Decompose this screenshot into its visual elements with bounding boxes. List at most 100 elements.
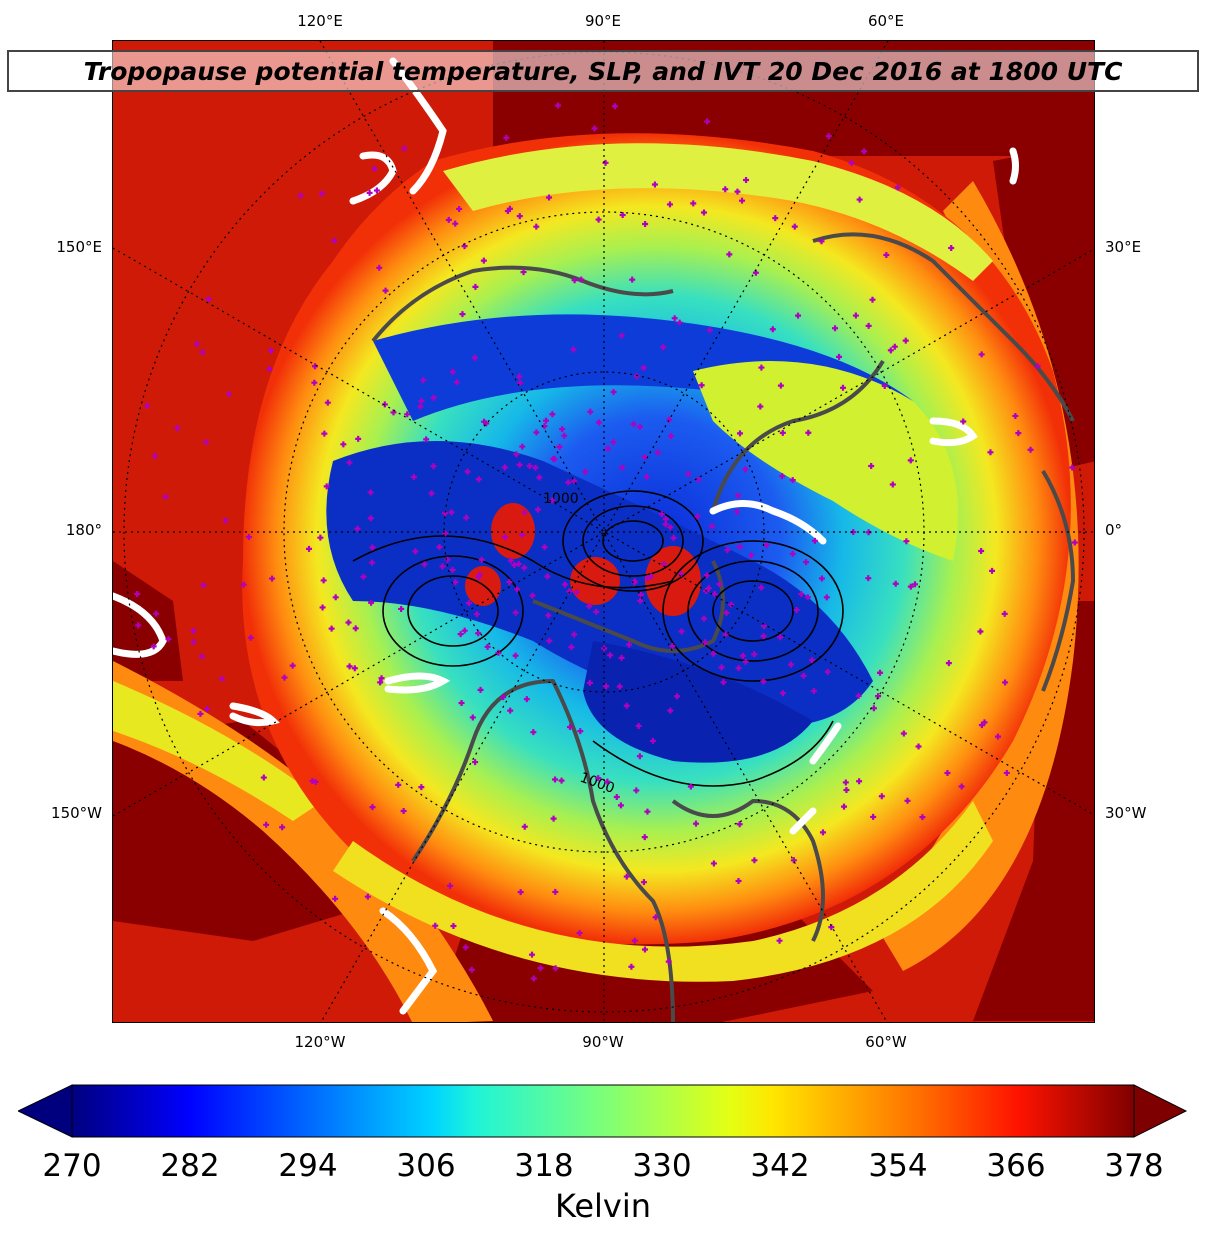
station-marker [150, 643, 157, 650]
station-marker [733, 508, 740, 515]
station-marker [865, 322, 872, 329]
station-marker [907, 457, 914, 464]
station-marker [577, 728, 584, 735]
station-marker [728, 601, 735, 608]
station-marker [550, 815, 557, 822]
station-marker [994, 733, 1001, 740]
station-marker [758, 364, 765, 371]
station-marker [578, 276, 585, 283]
station-marker [571, 631, 578, 638]
map-title: Tropopause potential temperature, SLP, a… [83, 56, 1123, 86]
station-marker [716, 581, 723, 588]
station-marker [355, 435, 362, 442]
station-marker [669, 643, 676, 650]
station-marker [533, 223, 540, 230]
station-marker [418, 398, 425, 405]
station-marker [710, 650, 717, 657]
station-marker [633, 787, 640, 794]
station-marker [751, 857, 758, 864]
station-marker [297, 192, 304, 199]
station-marker [870, 705, 877, 712]
station-marker [568, 644, 575, 651]
colorbar-tick-label: 306 [396, 1148, 456, 1184]
station-marker [245, 534, 252, 541]
station-marker [475, 630, 482, 637]
station-marker [789, 550, 796, 557]
station-marker [368, 599, 375, 606]
map-panel: 1000 1000 [112, 40, 1095, 1023]
station-marker [720, 679, 727, 686]
tick-right-2: 0° [1105, 521, 1123, 539]
station-marker [887, 347, 894, 354]
station-marker [545, 612, 552, 619]
station-marker [281, 674, 288, 681]
station-marker [891, 343, 898, 350]
station-marker [430, 394, 437, 401]
station-marker [772, 215, 779, 222]
station-marker [739, 652, 746, 659]
station-marker [825, 133, 832, 140]
station-marker [263, 821, 270, 828]
station-marker [1001, 610, 1008, 617]
station-marker [559, 426, 566, 433]
station-marker [904, 797, 911, 804]
station-marker [311, 379, 318, 386]
station-marker [665, 958, 672, 965]
station-marker [718, 664, 725, 671]
station-marker [865, 575, 872, 582]
station-marker [484, 643, 491, 650]
warm-blob-2 [465, 566, 501, 606]
station-marker [595, 775, 602, 782]
station-marker [595, 216, 602, 223]
station-marker [459, 311, 466, 318]
station-marker [552, 776, 559, 783]
station-marker [671, 315, 678, 322]
station-marker [369, 804, 376, 811]
station-marker [328, 625, 335, 632]
station-marker [809, 657, 816, 664]
yellow-intrusion-east [693, 361, 958, 561]
station-marker [779, 473, 786, 480]
tick-left-3: 150°W [51, 804, 102, 822]
station-marker [1034, 363, 1041, 370]
station-marker [521, 823, 528, 830]
station-marker [289, 662, 296, 669]
station-marker [667, 707, 674, 714]
graticule [113, 41, 1094, 1022]
station-marker [523, 696, 530, 703]
station-marker [776, 937, 783, 944]
station-marker [818, 575, 825, 582]
station-marker [734, 188, 741, 195]
station-marker [662, 516, 669, 523]
station-marker [529, 951, 536, 958]
station-marker [541, 544, 548, 551]
station-marker [582, 468, 589, 475]
station-marker [694, 513, 701, 520]
station-marker [735, 492, 742, 499]
station-marker [279, 824, 286, 831]
station-marker [420, 377, 427, 384]
station-marker [267, 347, 274, 354]
station-marker [641, 454, 648, 461]
station-marker [902, 337, 909, 344]
station-marker [760, 633, 767, 640]
station-marker [449, 566, 456, 573]
station-marker [907, 583, 914, 590]
station-marker [757, 403, 764, 410]
station-marker [321, 430, 328, 437]
station-marker [331, 237, 338, 244]
station-marker [412, 548, 419, 555]
station-marker [369, 559, 376, 566]
station-marker [751, 651, 758, 658]
station-marker [856, 778, 863, 785]
station-marker [478, 556, 485, 563]
station-marker [869, 296, 876, 303]
station-marker [516, 373, 523, 380]
station-marker [1002, 679, 1009, 686]
station-marker [546, 637, 553, 644]
station-markers [134, 102, 1078, 982]
station-marker [789, 477, 796, 484]
station-marker [462, 944, 469, 951]
station-marker [400, 808, 407, 815]
station-marker [618, 654, 625, 661]
